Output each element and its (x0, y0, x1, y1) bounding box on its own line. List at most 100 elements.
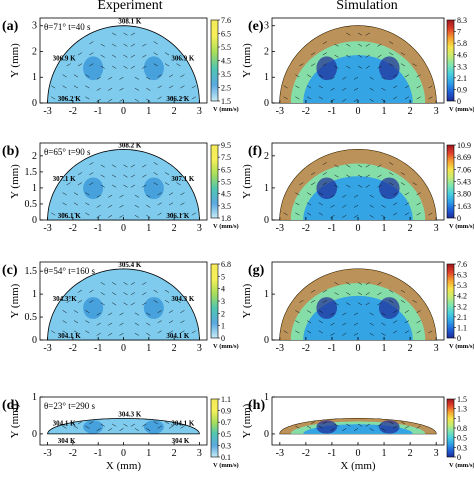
velocity-arrow (330, 322, 335, 326)
velocity-arrow (107, 204, 113, 208)
velocity-arrow (85, 96, 90, 100)
velocity-arrow (342, 87, 347, 91)
panel-label: (g) (248, 263, 265, 278)
velocity-arrow (322, 421, 327, 425)
velocity-arrow (134, 98, 140, 102)
velocity-arrow (381, 332, 386, 336)
temperature-label: 304 K (172, 437, 190, 445)
y-tick-label: 0 (264, 429, 269, 440)
vortex-core (83, 420, 104, 434)
simulation-column-title: Simulation (336, 0, 398, 13)
velocity-arrow (346, 43, 351, 47)
velocity-arrow (365, 292, 370, 296)
velocity-arrow (180, 320, 185, 324)
velocity-arrow (123, 164, 128, 168)
velocity-arrow (134, 428, 140, 431)
y-tick-label: 0 (264, 215, 269, 226)
velocity-arrow (142, 282, 147, 285)
x-tick-label: 1 (146, 343, 151, 354)
velocity-arrow (89, 162, 94, 165)
colorbar-tick-label: 5 (221, 272, 225, 281)
temperature-label: 304.3°K (53, 295, 78, 303)
velocity-arrow (130, 423, 136, 427)
temperature-label: 308.1 K (118, 18, 142, 26)
velocity-arrow (389, 300, 394, 303)
y-tick-label: 3 (264, 21, 269, 32)
velocity-arrow (393, 85, 398, 89)
velocity-arrow (377, 184, 382, 188)
x-tick-label: -3 (43, 343, 51, 354)
velocity-arrow (400, 289, 406, 293)
colorbar-tick-label: 0.5 (457, 434, 467, 443)
velocity-arrow (346, 282, 351, 285)
velocity-arrow (295, 192, 300, 196)
velocity-arrow (85, 310, 90, 314)
panel-label: (f) (248, 144, 262, 159)
velocity-arrow (73, 330, 79, 334)
velocity-arrow (73, 85, 79, 89)
velocity-arrow (85, 330, 90, 334)
colorbar-tick-label: 3.2 (457, 302, 467, 311)
temperature-label: 306.9 K (53, 55, 77, 63)
vortex-core (83, 297, 104, 319)
velocity-arrow (123, 32, 128, 36)
velocity-arrow (180, 310, 185, 314)
velocity-arrow (310, 421, 316, 425)
colorbar-tick-label: 0 (457, 453, 461, 462)
vortex-core (316, 56, 338, 81)
velocity-arrow (180, 192, 185, 196)
x-tick-label: -1 (94, 223, 102, 234)
colorbar-tick-label: 8.69 (457, 153, 471, 162)
x-tick-label: 0 (356, 448, 361, 459)
condition-label: θ=54° t=160 s (44, 266, 96, 276)
vortex-core (143, 297, 164, 319)
colorbar-unit: V (mm/s) (213, 462, 239, 469)
velocity-arrow (96, 214, 101, 218)
y-axis-label: Y (mm) (9, 283, 21, 318)
vortex-core (378, 56, 400, 81)
panel-a: (a) -3 -2 -1 0 1 2 3 0 1 2 3 Y (mm) θ=71° t=40 s 308.1… (2, 16, 239, 117)
velocity-arrow (146, 76, 151, 80)
velocity-arrow (389, 162, 394, 165)
velocity-arrow (111, 43, 117, 47)
colorbar-tick-label: 0 (457, 214, 461, 223)
velocity-arrow (142, 43, 147, 47)
velocity-arrow (295, 330, 300, 334)
velocity-arrow (306, 192, 312, 196)
velocity-arrow (157, 212, 162, 216)
velocity-arrow (310, 63, 316, 67)
velocity-arrow (100, 423, 105, 427)
velocity-arrow (168, 330, 174, 334)
x-tick-label: 3 (434, 448, 439, 459)
velocity-arrow (96, 98, 101, 102)
x-tick-label: 2 (172, 448, 177, 459)
velocity-arrow (123, 302, 128, 306)
velocity-arrow (157, 330, 162, 334)
y-axis-label: Y (mm) (241, 164, 253, 199)
velocity-arrow (416, 212, 421, 216)
velocity-arrow (310, 289, 316, 293)
velocity-arrow (369, 332, 374, 336)
colorbar-tick-label: 3 (221, 297, 225, 306)
velocity-arrow (404, 192, 410, 196)
velocity-arrow (353, 87, 359, 91)
colorbar-tick-label: 9.5 (221, 141, 231, 150)
velocity-arrow (176, 63, 181, 67)
velocity-arrow (404, 202, 410, 206)
x-tick-label: 0 (121, 106, 126, 117)
velocity-arrow (377, 164, 382, 168)
velocity-arrow (73, 202, 79, 206)
velocity-arrow (330, 204, 335, 208)
y-tick-label: 1 (32, 72, 37, 83)
velocity-arrow (62, 74, 67, 78)
droplet-field (47, 25, 200, 104)
velocity-arrow (119, 204, 124, 208)
velocity-arrow (153, 41, 158, 45)
velocity-arrow (306, 330, 312, 334)
velocity-arrow (381, 98, 386, 102)
velocity-arrow (146, 98, 151, 102)
x-tick-label: 2 (408, 106, 413, 117)
x-tick-label: 1 (382, 343, 387, 354)
velocity-arrow (73, 320, 79, 324)
